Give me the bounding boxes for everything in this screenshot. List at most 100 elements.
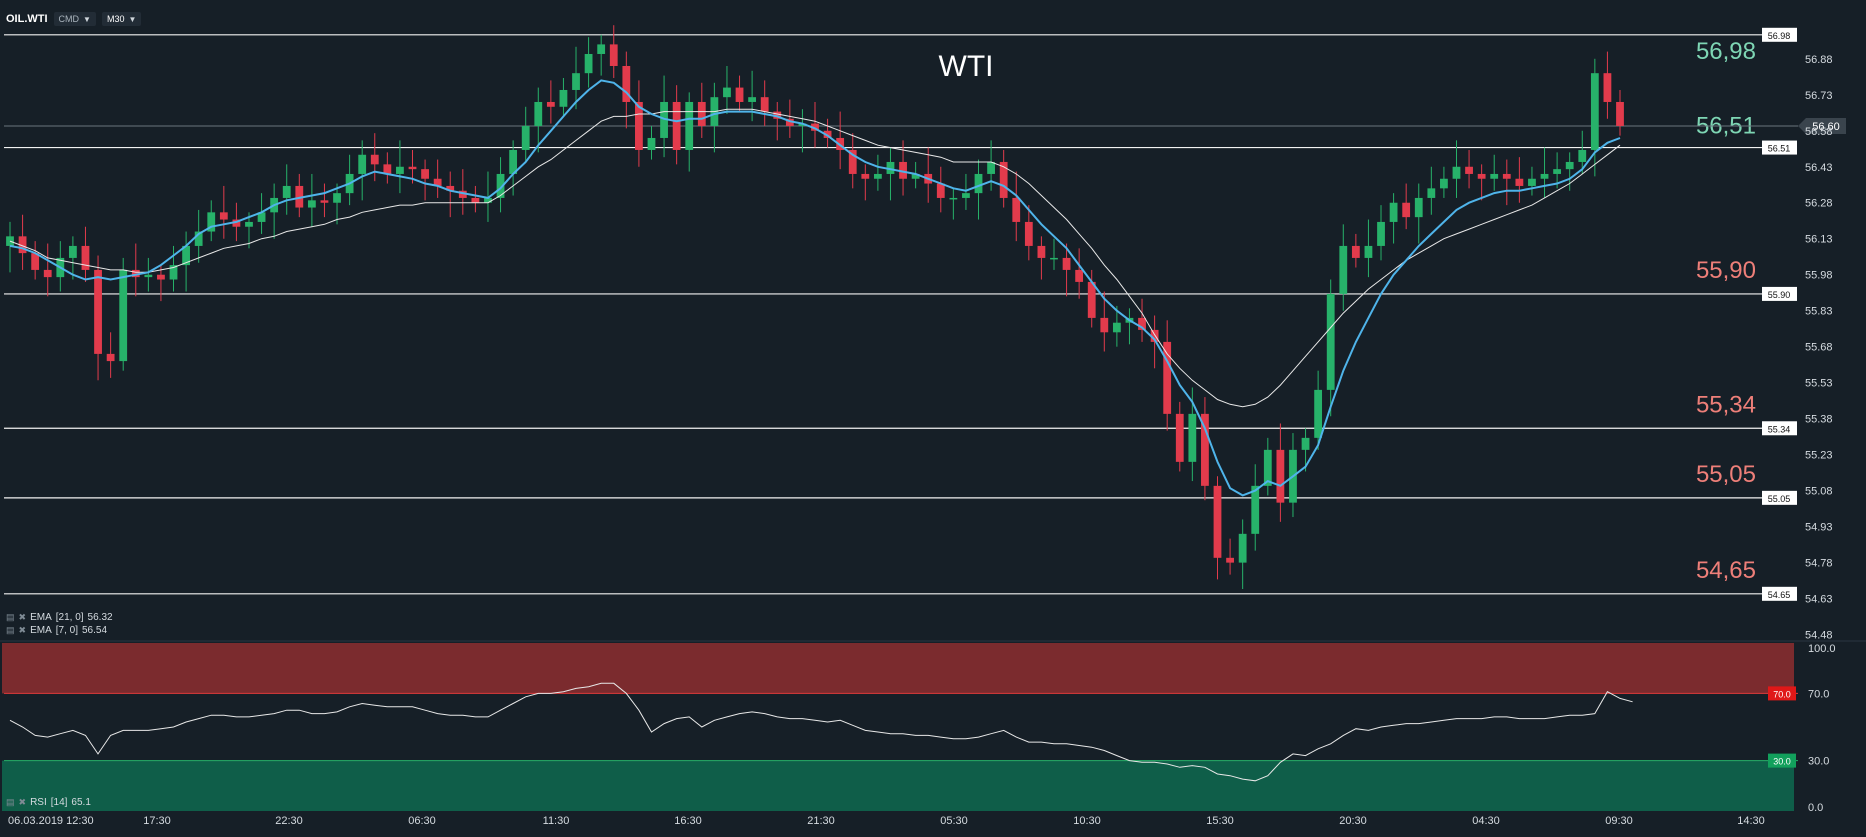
candle <box>1351 233 1360 268</box>
candle-body <box>1377 221 1385 246</box>
candle-body <box>999 161 1008 198</box>
candle-body <box>1075 269 1084 282</box>
candle <box>1163 320 1172 431</box>
candle-body <box>106 353 115 362</box>
candle <box>509 140 518 196</box>
candle <box>471 185 480 213</box>
y-tick-label: 56.28 <box>1805 198 1833 210</box>
level-value-label: 55,05 <box>1696 461 1756 488</box>
candle <box>1490 154 1499 191</box>
rsi-tick-label: 100.0 <box>1808 643 1836 655</box>
candle-body <box>974 173 983 194</box>
candle <box>31 241 40 280</box>
level-tag: 56.51 <box>1762 140 1797 155</box>
timeframe-select[interactable]: M30 ▼ <box>101 12 142 26</box>
candle-body <box>1553 169 1562 174</box>
candle-body <box>509 149 518 174</box>
candle-body <box>886 161 895 174</box>
y-tick-label: 54.63 <box>1805 594 1833 606</box>
candle-body <box>1339 245 1348 294</box>
x-tick-label: 10:30 <box>1073 815 1101 827</box>
candle-body <box>534 101 543 126</box>
candle-body <box>1112 322 1121 333</box>
candle-body <box>597 44 606 54</box>
rsi-tick-label: 70.0 <box>1808 688 1829 700</box>
candle <box>534 87 543 153</box>
candle <box>1100 291 1109 352</box>
level-tag: 55.34 <box>1762 421 1797 436</box>
candle-body <box>987 161 995 174</box>
candle <box>182 231 190 292</box>
instrument-type-label: CMD <box>58 14 80 24</box>
candle-body <box>1024 221 1033 246</box>
candle <box>458 169 467 215</box>
candle <box>622 51 631 129</box>
chevron-down-icon: ▼ <box>83 14 91 24</box>
chevron-down-icon: ▼ <box>128 14 137 24</box>
rsi-line <box>9 682 1633 782</box>
candle <box>1251 464 1260 551</box>
candle <box>1553 152 1562 189</box>
level-value-label: 56,98 <box>1696 38 1756 65</box>
candle-body <box>1100 317 1109 333</box>
candle-body <box>672 101 681 150</box>
candle-body <box>1138 317 1146 330</box>
level-tag-text: 55.34 <box>1768 424 1791 434</box>
candle-body <box>1037 245 1046 258</box>
candle-body <box>1565 161 1574 170</box>
candle-body <box>760 97 769 112</box>
y-tick-label: 55.53 <box>1805 378 1833 390</box>
candle <box>295 173 304 218</box>
candle-body <box>68 245 77 258</box>
settings-icon[interactable]: ▤ <box>6 612 15 622</box>
candle <box>748 70 757 122</box>
candle <box>1201 397 1209 501</box>
settings-icon[interactable]: ▤ <box>6 625 15 635</box>
symbol-label[interactable]: OIL.WTI <box>6 13 48 25</box>
level-tag-text: 56.98 <box>1768 31 1791 41</box>
rsi-overbought-zone <box>2 643 1794 694</box>
candle <box>572 46 580 110</box>
candle <box>1477 164 1486 201</box>
candle-body <box>861 173 870 179</box>
candle <box>1590 58 1599 177</box>
candle-body <box>370 154 379 165</box>
candle-body <box>421 169 429 179</box>
candle <box>697 82 706 138</box>
indicator-ema7-row: ▤ ✖ EMA [7, 0] 56.54 <box>6 625 107 636</box>
candle-body <box>1301 437 1310 450</box>
candle <box>999 149 1008 208</box>
candle <box>811 101 819 148</box>
level-tag-text: 55.05 <box>1768 494 1791 504</box>
settings-icon[interactable]: ▤ <box>6 797 15 807</box>
candle-body <box>1502 173 1511 179</box>
close-icon[interactable]: ✖ <box>18 625 27 635</box>
candle-body <box>157 274 165 280</box>
candle <box>1377 205 1385 261</box>
candle-body <box>584 53 593 74</box>
level-tag-box <box>1762 421 1797 436</box>
candle-body <box>521 125 530 150</box>
candle-body <box>798 123 807 126</box>
x-tick-label: 06.03.2019 12:30 <box>8 815 94 827</box>
candle-body <box>320 200 329 203</box>
candle <box>1603 51 1612 119</box>
candle-body <box>962 193 970 198</box>
ema21-label: EMA <box>30 612 52 623</box>
candle <box>1301 428 1310 472</box>
close-icon[interactable]: ✖ <box>18 612 27 622</box>
indicator-ema21-row: ▤ ✖ EMA [21, 0] 56.32 <box>6 612 113 623</box>
candle-body <box>94 269 102 354</box>
instrument-type-select[interactable]: CMD ▼ <box>53 12 96 26</box>
x-tick-label: 17:30 <box>143 815 171 827</box>
ema7-label: EMA <box>30 625 52 636</box>
rsi-value: 65.1 <box>71 797 91 808</box>
candle-body <box>1226 557 1234 563</box>
level-tag-box <box>1762 27 1797 42</box>
candle <box>270 183 279 239</box>
candle <box>207 200 216 242</box>
candle <box>345 154 354 206</box>
candle <box>924 147 933 203</box>
close-icon[interactable]: ✖ <box>18 797 27 807</box>
y-tick-label: 54.78 <box>1805 558 1833 570</box>
